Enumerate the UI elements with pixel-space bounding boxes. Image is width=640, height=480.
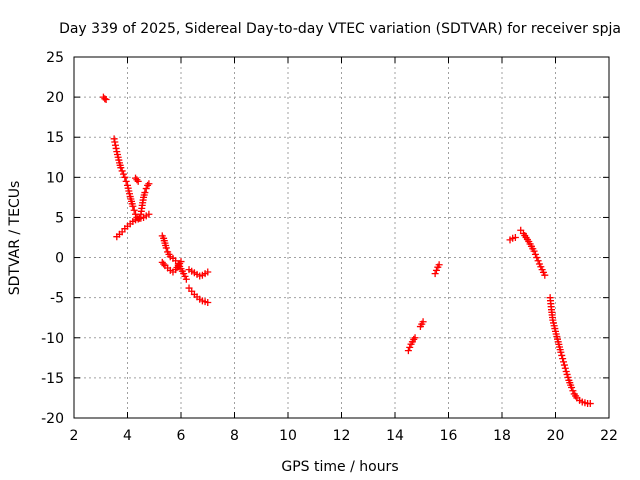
data-point — [144, 181, 152, 189]
plot-frame — [73, 56, 610, 419]
data-point — [533, 254, 541, 262]
data-point — [145, 210, 153, 218]
series-t9 — [404, 334, 419, 355]
data-point — [560, 358, 568, 366]
data-point — [101, 95, 109, 103]
data-point — [411, 334, 419, 342]
y-tick-label: 5 — [55, 210, 64, 226]
data-point — [177, 258, 185, 266]
data-point — [117, 164, 125, 172]
y-tick-label: 0 — [55, 251, 64, 267]
data-point — [112, 144, 120, 152]
data-point — [557, 348, 565, 356]
x-tick-label: 4 — [123, 428, 132, 444]
data-point — [559, 355, 567, 363]
y-tick-label: 25 — [46, 50, 64, 66]
series-t12 — [506, 234, 519, 244]
data-point — [561, 364, 569, 372]
data-point — [534, 257, 542, 265]
series-t3 — [113, 210, 153, 241]
data-point — [182, 275, 190, 283]
x-tick-label: 8 — [230, 428, 239, 444]
series-t13 — [517, 226, 549, 279]
data-point — [130, 206, 138, 214]
data-point — [142, 185, 150, 193]
data-point — [110, 135, 118, 143]
x-tick-label: 18 — [493, 428, 511, 444]
data-point — [586, 400, 594, 408]
data-point — [102, 96, 110, 104]
x-tick-label: 20 — [547, 428, 565, 444]
x-tick-label: 14 — [386, 428, 404, 444]
data-point — [118, 167, 126, 175]
grid-lines — [74, 57, 609, 418]
data-point — [558, 351, 566, 359]
data-point — [531, 250, 539, 258]
series-t1 — [99, 93, 110, 104]
series-t6 — [158, 258, 185, 276]
y-tick-label: 10 — [46, 170, 64, 186]
chart-title: Day 339 of 2025, Sidereal Day-to-day VTE… — [59, 21, 621, 37]
data-point — [129, 202, 137, 210]
series-t14 — [546, 294, 594, 408]
x-tick-label: 10 — [279, 428, 297, 444]
data-point — [435, 261, 443, 269]
data-point — [141, 189, 149, 197]
data-point — [204, 268, 212, 276]
y-tick-label: 15 — [46, 130, 64, 146]
y-tick-label: -10 — [41, 331, 64, 347]
x-tick-label: 22 — [600, 428, 618, 444]
y-tick-label: -15 — [41, 371, 64, 387]
data-point — [119, 170, 127, 178]
y-axis-label: SDTVAR / TECUs — [7, 181, 23, 296]
data-point — [145, 180, 153, 188]
series-t11 — [431, 261, 443, 278]
series-t4 — [132, 174, 142, 185]
data-point — [530, 247, 538, 255]
y-tick-label: 20 — [46, 90, 64, 106]
data-point — [160, 260, 168, 268]
series-t2 — [110, 135, 153, 223]
x-tick-label: 6 — [177, 428, 186, 444]
data-points — [99, 93, 594, 408]
series-t7 — [185, 284, 212, 306]
y-tick-label: -5 — [50, 291, 64, 307]
data-point — [133, 176, 141, 184]
data-point — [134, 177, 142, 185]
x-tick-label: 16 — [440, 428, 458, 444]
data-point — [410, 335, 418, 343]
y-tick-label: -20 — [41, 411, 64, 427]
data-point — [121, 173, 129, 181]
data-point — [111, 141, 119, 149]
x-tick-label: 12 — [333, 428, 351, 444]
data-point — [111, 138, 119, 146]
data-point — [406, 343, 414, 351]
data-point — [404, 347, 412, 355]
data-point — [431, 270, 439, 278]
data-point — [162, 244, 170, 252]
data-point — [432, 266, 440, 274]
series-t10 — [416, 318, 427, 331]
data-point — [204, 298, 212, 306]
data-point — [419, 318, 427, 326]
tick-labels: 2 4 6 8 10 12 14 16 18 20 22 -20 -15 -10 -5 0 5 10 15 20 25 — [41, 50, 618, 444]
x-axis-label: GPS time / hours — [281, 459, 398, 475]
data-point — [541, 271, 549, 279]
data-point — [560, 361, 568, 369]
data-point — [568, 384, 576, 392]
series-t8 — [185, 266, 212, 280]
data-point — [569, 387, 577, 395]
data-point — [511, 234, 519, 241]
data-point — [122, 177, 130, 185]
x-tick-label: 2 — [70, 428, 79, 444]
